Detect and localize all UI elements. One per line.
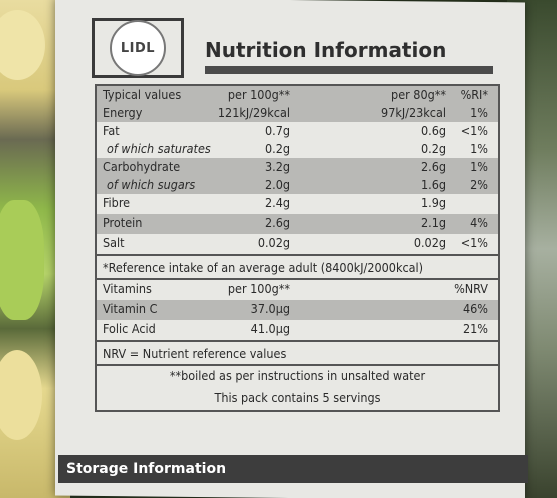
row-per-100g: 3.2g — [264, 159, 290, 174]
row-per-100g: 2.0g — [264, 177, 290, 192]
table-row-vitamin-c: Vitamin C 37.0µg 46% — [97, 300, 498, 320]
table-divider — [97, 364, 498, 366]
row-per-80g: 97kJ/23kcal — [381, 105, 446, 120]
boiled-note: **boiled as per instructions in unsalted… — [169, 368, 426, 383]
row-name: of which saturates — [107, 141, 211, 156]
table-row-fibre: Fibre 2.4g 1.9g — [97, 194, 498, 214]
table-row-folic-acid: Folic Acid 41.0µg 21% — [97, 320, 498, 340]
row-ri: <1% — [460, 123, 488, 138]
row-name: Vitamin C — [103, 301, 158, 316]
row-ri: 1% — [470, 141, 488, 156]
table-header-row: Typical values per 100g** per 80g** %RI* — [97, 86, 498, 104]
row-per-80g: 1.9g — [420, 195, 446, 210]
row-per-80g: 2.6g — [420, 159, 446, 174]
vitamins-nrv: %NRV — [454, 281, 488, 296]
table-row-fat: Fat 0.7g 0.6g <1% — [97, 122, 498, 140]
row-ri: 4% — [470, 215, 488, 230]
header-typical-values: Typical values — [103, 87, 182, 102]
storage-heading: Storage Information — [58, 455, 528, 483]
nutrition-title: Nutrition Information — [205, 38, 447, 62]
row-per-100g: 2.4g — [264, 195, 290, 210]
table-row-saturates: of which saturates 0.2g 0.2g 1% — [97, 140, 498, 158]
cauliflower-floret-lower — [0, 350, 42, 440]
row-ri: <1% — [460, 235, 488, 250]
brand-logo: LIDL — [92, 18, 184, 78]
nrv-note: NRV = Nutrient reference values — [103, 346, 287, 361]
row-per-80g: 0.2g — [420, 141, 446, 156]
brand-logo-text: LIDL — [120, 40, 156, 56]
table-divider — [97, 340, 498, 342]
row-name: Carbohydrate — [103, 159, 181, 174]
row-name: Protein — [103, 215, 143, 230]
vitamins-header-row: Vitamins per 100g** %NRV — [97, 280, 498, 300]
row-per-100g: 2.6g — [264, 215, 290, 230]
row-ri: 1% — [470, 105, 488, 120]
header-per-80g: per 80g** — [391, 87, 446, 102]
table-divider — [97, 278, 498, 280]
row-per-100g: 0.2g — [264, 141, 290, 156]
row-name: Fat — [103, 123, 120, 138]
cauliflower-floret — [0, 10, 45, 80]
row-nrv: 46% — [463, 301, 488, 316]
row-per-100g: 37.0µg — [250, 301, 290, 316]
row-name: Folic Acid — [103, 321, 156, 336]
table-row-carbohydrate: Carbohydrate 3.2g 2.6g 1% — [97, 158, 498, 176]
vitamins-label: Vitamins — [103, 281, 152, 296]
row-name: Energy — [103, 105, 143, 120]
table-row-sugars: of which sugars 2.0g 1.6g 2% — [97, 176, 498, 194]
row-per-100g: 41.0µg — [250, 321, 290, 336]
table-row-protein: Protein 2.6g 2.1g 4% — [97, 214, 498, 234]
row-ri: 2% — [470, 177, 488, 192]
broccoli-floret — [0, 200, 44, 320]
nutrition-table: Typical values per 100g** per 80g** %RI*… — [95, 84, 500, 412]
row-per-100g: 0.7g — [264, 123, 290, 138]
row-name: Salt — [103, 235, 125, 250]
row-per-80g: 2.1g — [420, 215, 446, 230]
servings-note: This pack contains 5 servings — [214, 390, 381, 405]
row-name: Fibre — [103, 195, 131, 210]
row-per-80g: 0.6g — [420, 123, 446, 138]
row-per-100g: 121kJ/29kcal — [217, 105, 290, 120]
header-ri: %RI* — [460, 87, 488, 102]
table-divider — [97, 254, 498, 256]
header-per-100g: per 100g** — [227, 87, 290, 102]
brand-logo-circle: LIDL — [110, 20, 166, 76]
reference-intake-note: *Reference intake of an average adult (8… — [103, 260, 424, 275]
row-per-80g: 1.6g — [420, 177, 446, 192]
vitamins-per-100g: per 100g** — [227, 281, 290, 296]
row-per-80g: 0.02g — [413, 235, 446, 250]
row-ri: 1% — [470, 159, 488, 174]
title-rule — [205, 66, 493, 74]
row-nrv: 21% — [463, 321, 488, 336]
row-name: of which sugars — [107, 177, 196, 192]
row-per-100g: 0.02g — [257, 235, 290, 250]
table-row-energy: Energy 121kJ/29kcal 97kJ/23kcal 1% — [97, 104, 498, 122]
table-row-salt: Salt 0.02g 0.02g <1% — [97, 234, 498, 254]
